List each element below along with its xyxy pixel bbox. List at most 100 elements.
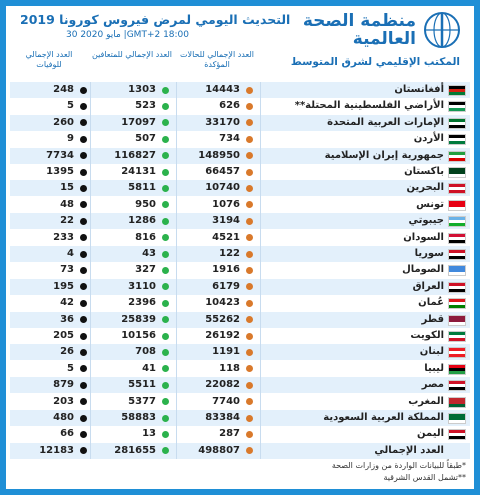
cell-deaths: 22 (60, 215, 74, 227)
cell-deaths: 480 (53, 412, 74, 423)
country-name: باكستان (404, 166, 444, 177)
cell-confirmed: 1076 (212, 198, 240, 210)
cell-confirmed: 287 (219, 428, 240, 440)
dot-confirmed (246, 152, 253, 160)
cell-deaths: 48 (60, 198, 74, 210)
table-row: 1395 24131 66457 باكستان (10, 164, 470, 180)
table-row: 203 5377 7740 المغرب (10, 393, 470, 410)
cell-recovered: 2396 (128, 297, 156, 309)
cell-confirmed: 3194 (212, 215, 240, 227)
flag (448, 429, 466, 441)
column-header-confirmed: العدد الإجمالي للحالات المؤكدة (179, 50, 255, 69)
cell-confirmed: 10740 (205, 182, 240, 194)
org-office: المكتب الإقليمي لشرق المتوسط (290, 56, 460, 68)
dot-recovered (162, 381, 169, 389)
dot-deaths (80, 135, 87, 143)
footnote: *طبقاً للبيانات الواردة من وزارات الصحة (331, 461, 466, 470)
dot-confirmed (246, 430, 253, 438)
country-name: المملكة العربية السعودية (323, 412, 444, 423)
cell-confirmed: 26192 (205, 330, 240, 341)
country-name: أفغانستان (394, 84, 444, 95)
table-row: 48 950 1076 تونس (10, 196, 470, 213)
cell-recovered: 327 (135, 264, 156, 276)
dot-deaths (80, 299, 87, 307)
dot-deaths (80, 250, 87, 258)
flag (448, 298, 466, 310)
dot-recovered (162, 201, 169, 209)
cell-confirmed: 14443 (205, 84, 240, 95)
country-name: البحرين (406, 182, 444, 194)
cell-deaths: 26 (60, 346, 74, 358)
dot-recovered (162, 430, 169, 438)
cell-confirmed: 122 (219, 248, 240, 259)
dot-deaths (80, 86, 87, 94)
dot-confirmed (246, 234, 253, 242)
dot-recovered (162, 283, 169, 291)
dot-recovered (162, 234, 169, 242)
cell-deaths: 195 (53, 280, 74, 292)
cell-recovered: 43 (142, 248, 156, 259)
dot-recovered (162, 102, 169, 110)
cell-recovered: 1286 (128, 215, 156, 227)
flag (448, 413, 466, 424)
dot-recovered (162, 168, 169, 176)
table-row: 205 10156 26192 الكويت (10, 328, 470, 344)
cell-confirmed: 7740 (212, 395, 240, 407)
table-row: 233 816 4521 السودان (10, 229, 470, 246)
dot-confirmed (246, 414, 253, 422)
table-row: 22 1286 3194 جيبوتي (10, 213, 470, 230)
dot-confirmed (246, 135, 253, 143)
dot-recovered (162, 266, 169, 274)
country-name: جمهورية إيران الإسلامية (324, 149, 444, 161)
country-name: الأردن (413, 133, 444, 145)
flag (448, 117, 466, 129)
dot-confirmed (246, 365, 253, 373)
cell-confirmed: 1191 (212, 346, 240, 358)
column-header-deaths: العدد الإجمالي للوفيات (25, 50, 73, 69)
cell-deaths: 4 (67, 248, 74, 259)
dot-deaths (80, 398, 87, 406)
cell-recovered: 13 (142, 428, 156, 440)
country-name: الصومال (402, 264, 444, 276)
dot-deaths (80, 184, 87, 192)
cell-deaths: 5 (67, 100, 74, 112)
cell-deaths: 7734 (46, 149, 74, 161)
cell-recovered: 1303 (128, 84, 156, 95)
table-row: 36 25839 55262 قطر (10, 311, 470, 328)
dot-deaths (80, 447, 87, 455)
cell-deaths: 203 (53, 395, 74, 407)
flag (448, 167, 466, 178)
flag (448, 281, 466, 293)
dot-confirmed (246, 119, 253, 127)
dot-confirmed (246, 102, 253, 110)
cell-recovered: 816 (135, 231, 156, 243)
cell-confirmed: 498807 (198, 444, 240, 456)
dot-confirmed (246, 217, 253, 225)
country-name: لبنان (419, 346, 444, 358)
country-name: الأراضي الفلسطينية المحتلة** (294, 100, 444, 112)
cell-confirmed: 33170 (205, 116, 240, 128)
table-row: 260 17097 33170 الإمارات العربية المتحدة (10, 114, 470, 131)
dot-confirmed (246, 283, 253, 291)
country-name: تونس (416, 198, 444, 210)
cell-confirmed: 118 (219, 362, 240, 374)
date: 30 مايو 2020 |GMT+2 18:00 (66, 30, 190, 40)
cell-deaths: 233 (53, 231, 74, 243)
flag (448, 101, 466, 113)
dot-recovered (162, 119, 169, 127)
dot-confirmed (246, 381, 253, 389)
cell-recovered: 58883 (121, 412, 156, 423)
cell-recovered: 3110 (128, 280, 156, 292)
org-name: منظمة الصحة العالمية (302, 11, 416, 49)
dot-recovered (162, 86, 169, 94)
dot-recovered (162, 316, 169, 324)
dot-recovered (162, 299, 169, 307)
country-name: جيبوتي (408, 215, 444, 227)
table-row: 26 708 1191 لبنان (10, 344, 470, 361)
dot-deaths (80, 102, 87, 110)
flag (448, 134, 466, 146)
cell-confirmed: 6179 (212, 280, 240, 292)
flag (448, 183, 466, 195)
country-name: قطر (421, 313, 444, 325)
flag (448, 85, 466, 96)
